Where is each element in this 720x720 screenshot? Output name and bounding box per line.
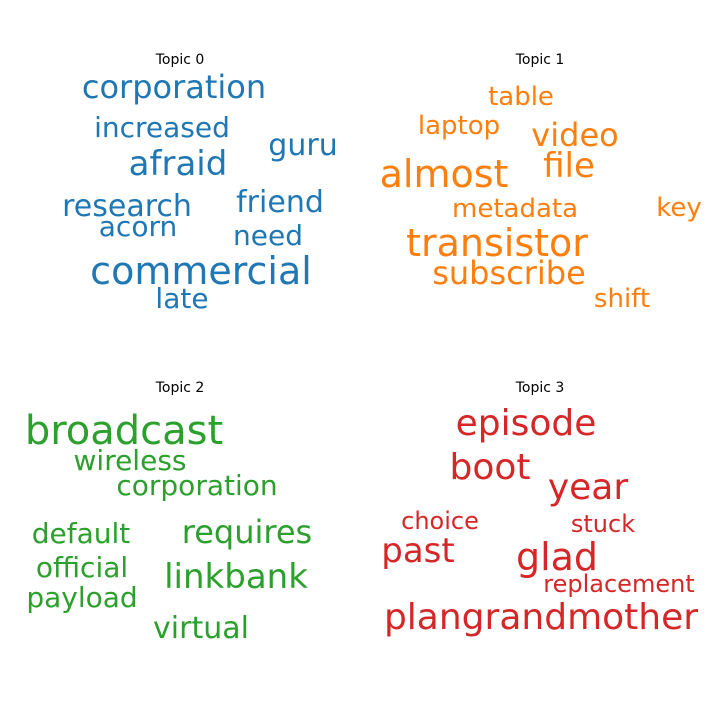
topic-2-word: corporation [116,469,278,502]
topic-1-word: laptop [417,111,501,141]
topic-1-word: key [656,193,702,223]
topic-2-word: wireless [73,444,187,477]
topic-1-word: video [531,116,619,154]
topic-0-word: guru [268,128,338,163]
topic-0-word: acorn [98,210,178,243]
topic-3-title: Topic 3 [515,380,565,396]
topic-3-word: past [381,531,455,571]
topic-2-word: official [35,551,129,584]
topic-0-word: research [62,189,192,224]
topic-3-word: plangrandmother [383,597,699,638]
topic-2-word: linkbank [164,557,308,597]
topic-2-word: broadcast [24,408,224,454]
topic-2-word: virtual [153,611,249,646]
topic-2-word: requires [181,513,313,551]
topic-0-word: afraid [128,144,228,184]
topic-3-word: episode [455,403,597,444]
topic-3-word: year [547,467,629,508]
topic-1-word: subscribe [432,254,586,292]
topic-2-word: default [31,517,131,550]
topic-1-word: almost [379,152,509,196]
topic-3-word: choice [401,507,479,535]
topic-0-word: need [233,219,303,252]
topic-1-word: shift [593,284,651,314]
topic-3-word: replacement [543,570,695,598]
topic-1-word: transistor [406,221,588,265]
topic-0-word: increased [94,111,230,144]
topic-0-word: late [155,282,209,315]
topic-0-word: corporation [81,68,267,106]
topic-1-word: metadata [451,194,579,224]
topic-0-panel: Topic 0 [0,0,360,360]
topic-3-word: stuck [570,510,636,538]
topic-0-word: friend [236,185,324,220]
topic-1-word: file [543,146,595,186]
topic-1-word: table [488,82,554,112]
topic-0-title: Topic 0 [155,52,205,68]
topic-2-panel: Topic 2 [0,360,360,720]
topic-3-panel: Topic 3 [360,360,720,720]
topic-2-word: payload [26,581,138,614]
topic-1-panel: Topic 1 [360,0,720,360]
topic-3-word: glad [515,535,599,579]
topic-0-word: commercial [90,249,312,293]
topic-1-title: Topic 1 [515,52,565,68]
topic-3-word: boot [449,447,531,488]
topic-2-title: Topic 2 [155,380,205,396]
